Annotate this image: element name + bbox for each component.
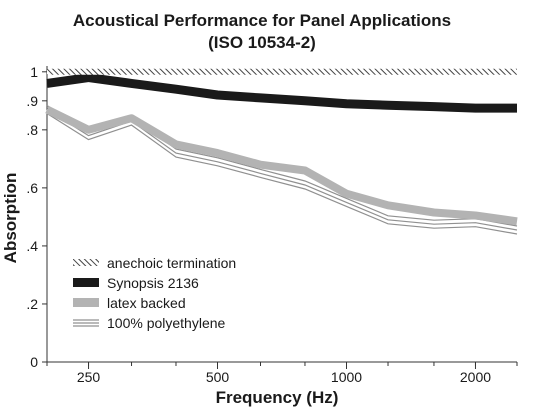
legend-anechoic-termination: anechoic termination	[73, 255, 236, 271]
y-tick-label: .8	[26, 122, 38, 138]
x-tick-label: 250	[77, 369, 101, 385]
legend-label: anechoic termination	[107, 255, 236, 271]
y-tick-label: .2	[26, 296, 38, 312]
legend-label: Synopsis 2136	[107, 275, 199, 291]
x-axis-label: Frequency (Hz)	[216, 388, 339, 407]
x-tick-label: 2000	[460, 369, 491, 385]
legend-latex-backed: latex backed	[73, 295, 186, 311]
series-synopsis-2136-line	[46, 73, 517, 113]
series-synopsis-2136	[46, 73, 517, 113]
x-ticks: 250 500 1000 2000	[46, 362, 518, 385]
y-tick-label: 1	[30, 64, 38, 80]
chart-title: Acoustical Performance for Panel Applica…	[73, 11, 451, 30]
legend-swatch	[73, 259, 99, 266]
legend-swatch	[73, 298, 99, 307]
y-tick-label: .4	[26, 238, 38, 254]
legend-label: latex backed	[107, 295, 186, 311]
y-axis-label: Absorption	[1, 173, 20, 264]
series-latex-backed	[45, 105, 518, 226]
legend-label: 100% polyethylene	[107, 315, 226, 331]
chart-subtitle: (ISO 10534-2)	[208, 33, 316, 52]
series-latex-backed-line	[45, 105, 518, 226]
series-100-polyethylene-line	[46, 112, 518, 235]
legend-swatch	[73, 278, 99, 287]
y-ticks: 0 .2 .4 .6 .8 .9 1	[26, 64, 47, 370]
y-tick-label: 0	[30, 354, 38, 370]
y-tick-label: .9	[26, 93, 38, 109]
x-tick-label: 1000	[331, 369, 362, 385]
y-tick-label: .6	[26, 180, 38, 196]
legend-100-polyethylene: 100% polyethylene	[73, 315, 226, 331]
legend-synopsis-2136: Synopsis 2136	[73, 275, 199, 291]
legend: anechoic termination Synopsis 2136 latex b…	[73, 255, 236, 331]
series-layer	[45, 68, 518, 235]
x-tick-label: 500	[206, 369, 230, 385]
